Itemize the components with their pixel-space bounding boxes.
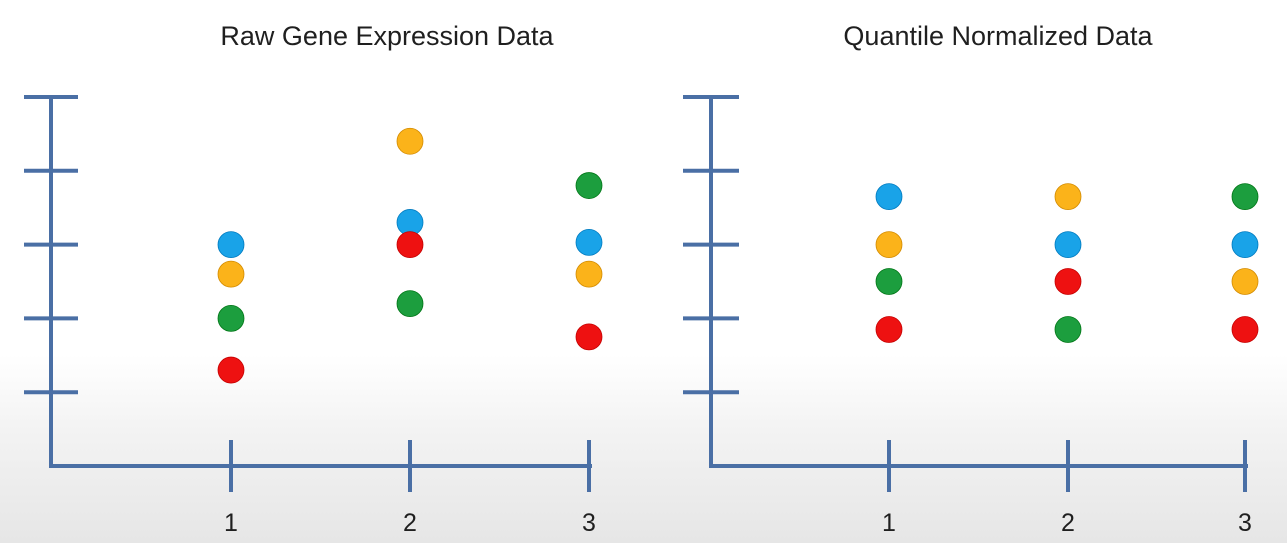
chart-raw-gene-expression: Raw Gene Expression Data 1 2 3 — [24, 21, 603, 537]
red-data-point — [875, 316, 903, 343]
orange-data-point — [575, 260, 603, 288]
blue-data-point — [1231, 231, 1259, 259]
orange-data-point — [217, 260, 245, 288]
red-data-point — [396, 231, 424, 259]
orange-data-point — [1054, 183, 1082, 211]
chart-quantile-normalized: Quantile Normalized Data 1 2 3 — [683, 21, 1259, 537]
red-data-point — [575, 323, 603, 351]
x-tick-label: 2 — [403, 509, 417, 537]
green-data-point — [575, 172, 603, 199]
x-tick-label: 1 — [882, 509, 896, 537]
x-tick-label: 2 — [1061, 509, 1075, 537]
blue-data-point — [875, 183, 903, 211]
chart-title: Raw Gene Expression Data — [220, 21, 554, 51]
blue-data-point — [217, 231, 245, 259]
orange-data-point — [396, 127, 424, 155]
green-data-point — [217, 304, 245, 332]
blue-data-point — [575, 228, 603, 256]
x-tick-label: 3 — [1238, 509, 1252, 537]
chart-title: Quantile Normalized Data — [843, 21, 1153, 51]
red-data-point — [1054, 268, 1082, 295]
x-tick-label: 1 — [224, 509, 238, 537]
x-tick-label: 3 — [582, 509, 596, 537]
green-data-point — [1231, 183, 1259, 211]
red-data-point — [217, 356, 245, 384]
green-data-point — [875, 268, 903, 295]
green-data-point — [1054, 316, 1082, 343]
green-data-point — [396, 290, 424, 318]
blue-data-point — [1054, 231, 1082, 259]
orange-data-point — [875, 231, 903, 259]
orange-data-point — [1231, 268, 1259, 295]
red-data-point — [1231, 316, 1259, 343]
